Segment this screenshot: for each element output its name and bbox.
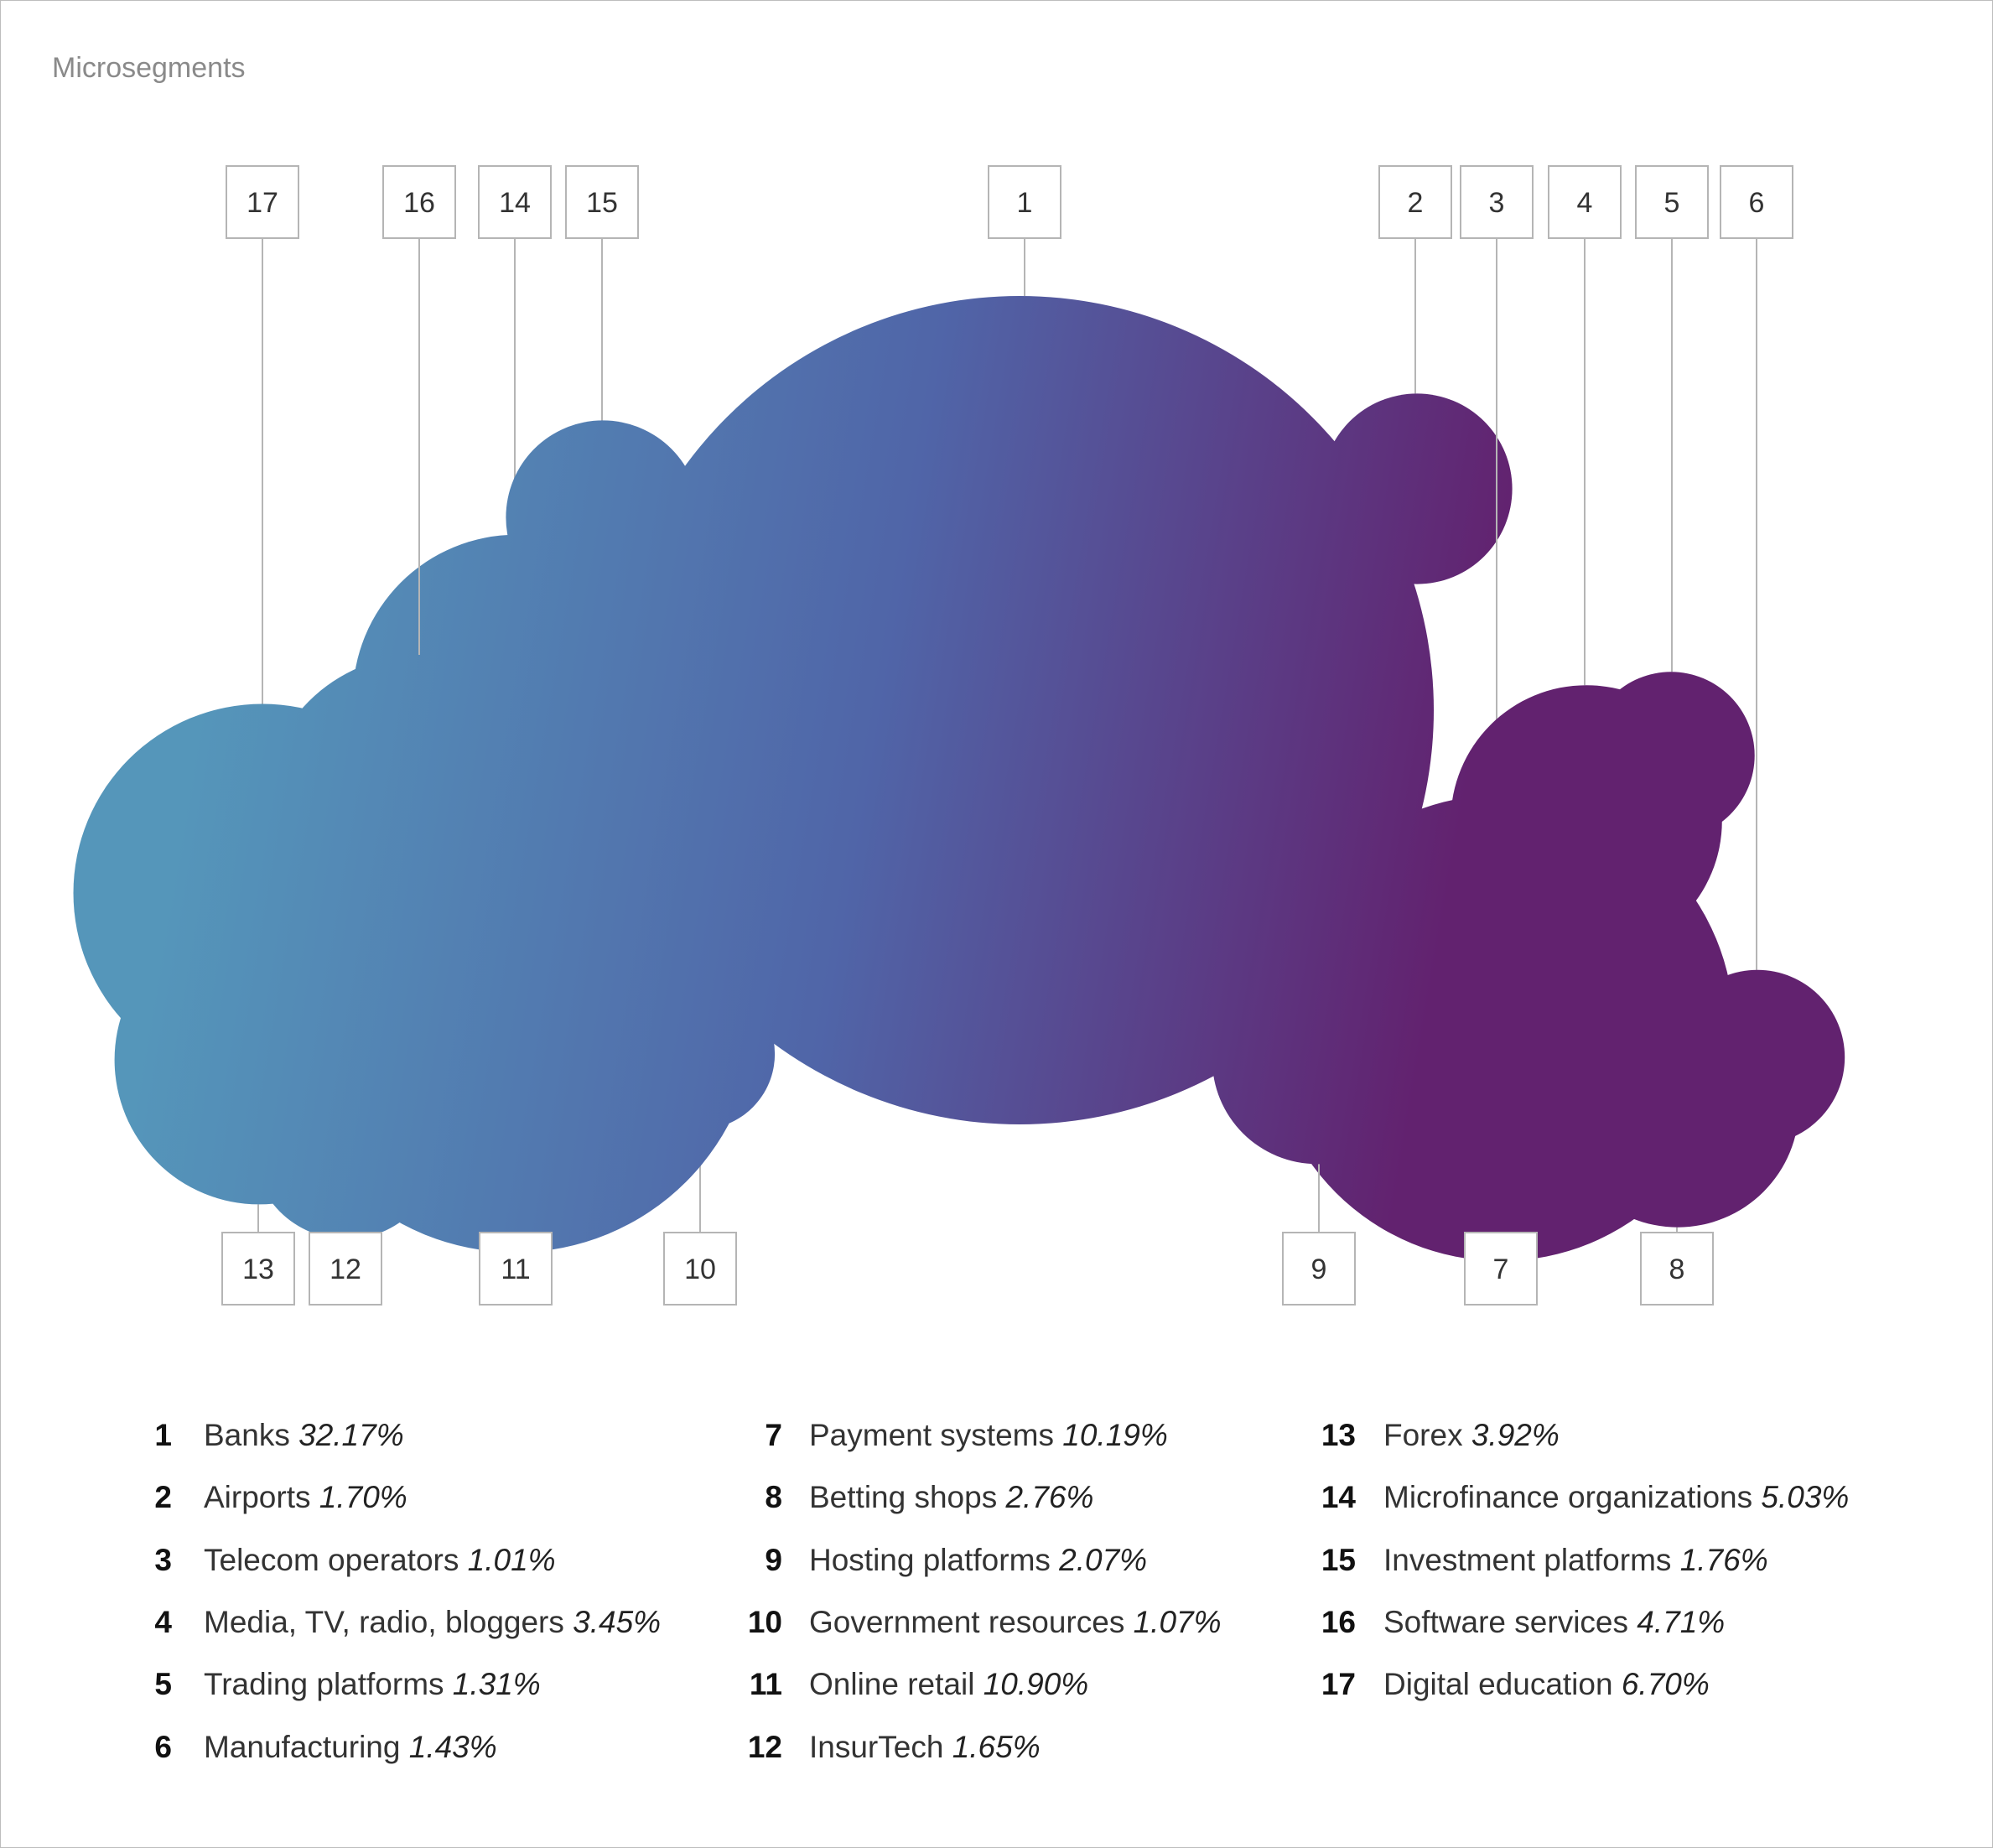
label-number-6: 6 [1749,187,1765,219]
label-number-2: 2 [1408,187,1424,219]
label-box-14 [478,165,552,239]
label-box-7 [1464,1232,1538,1306]
label-box-16 [382,165,456,239]
bubble-9 [1212,953,1423,1165]
bubble-5 [1587,672,1755,839]
label-number-12: 12 [330,1254,361,1285]
label-box-13 [221,1232,295,1306]
label-box-2 [1378,165,1452,239]
bubble-2 [1321,393,1513,584]
label-number-13: 13 [242,1254,274,1285]
label-box-4 [1548,165,1622,239]
label-number-17: 17 [247,187,278,219]
label-number-14: 14 [499,187,531,219]
label-number-4: 4 [1577,187,1593,219]
label-box-10 [663,1232,737,1306]
bubble-17 [73,703,452,1082]
label-number-9: 9 [1311,1254,1327,1285]
label-box-11 [479,1232,553,1306]
label-box-3 [1460,165,1534,239]
label-number-7: 7 [1493,1254,1509,1285]
label-box-1 [988,165,1061,239]
label-box-9 [1282,1232,1356,1306]
label-box-6 [1720,165,1793,239]
label-box-15 [565,165,639,239]
label-box-12 [309,1232,382,1306]
label-box-17 [226,165,299,239]
label-number-10: 10 [684,1254,716,1285]
label-box-8 [1640,1232,1714,1306]
label-number-1: 1 [1017,187,1033,219]
bubble-1 [605,296,1434,1124]
label-number-5: 5 [1664,187,1680,219]
label-number-16: 16 [403,187,435,219]
label-number-8: 8 [1669,1254,1685,1285]
label-number-3: 3 [1489,187,1505,219]
bubble-15 [506,420,700,615]
label-number-11: 11 [501,1254,530,1285]
bubble-8 [1556,984,1799,1228]
chart-title: Microsegments [52,52,246,84]
label-box-5 [1635,165,1709,239]
label-number-15: 15 [586,187,618,219]
